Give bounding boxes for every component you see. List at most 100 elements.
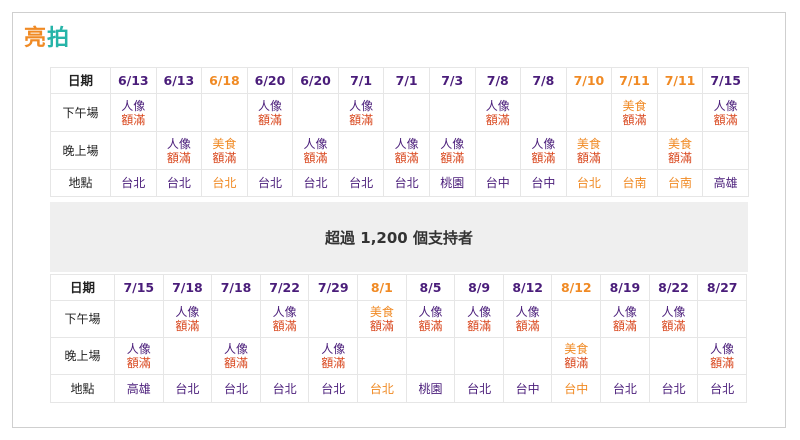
date-cell: 7/3 — [428, 67, 476, 94]
evening-row: 晚上場 人像 額滿 美食 額滿 人像 額滿 人像 額滿 人像 額滿 人像 額滿 美食 額滿 美食 額滿 — [50, 131, 749, 170]
date-header-label: 日期 — [50, 67, 111, 94]
session-cell: 人像 額滿 — [337, 93, 385, 132]
session-type: 人像 — [531, 136, 556, 151]
location-cell: 台北 — [600, 374, 650, 403]
session-status: 額滿 — [212, 150, 237, 165]
date-cell: 7/1 — [337, 67, 385, 94]
location-cell: 台北 — [337, 169, 385, 197]
session-status: 額滿 — [515, 319, 540, 333]
session-cell — [474, 131, 522, 170]
session-status: 額滿 — [175, 319, 200, 333]
session-status: 額滿 — [668, 150, 693, 165]
location-cell: 台北 — [155, 169, 203, 197]
session-status: 額滿 — [661, 319, 686, 333]
location-cell: 台北 — [259, 374, 310, 403]
date-cell: 7/10 — [565, 67, 613, 94]
session-status: 額滿 — [257, 112, 282, 127]
session-type: 人像 — [515, 305, 540, 319]
location-cell: 台中 — [474, 169, 522, 197]
location-cell: 台南 — [611, 169, 658, 197]
session-cell: 人像 額滿 — [702, 93, 749, 132]
session-type: 人像 — [485, 98, 510, 113]
date-cell: 7/18 — [211, 274, 261, 301]
session-type: 人像 — [121, 98, 146, 113]
date-cell: 8/27 — [697, 274, 747, 301]
session-status: 額滿 — [321, 356, 346, 370]
session-cell: 人像 額滿 — [308, 337, 359, 375]
afternoon-row: 下午場 人像 額滿 人像 額滿 人像 額滿 人像 額滿 美食 額滿 人像 額滿 — [50, 93, 749, 132]
afternoon-label: 下午場 — [50, 300, 115, 338]
session-cell: 人像 額滿 — [155, 131, 203, 170]
session-status: 額滿 — [126, 356, 151, 370]
session-cell — [428, 93, 476, 132]
date-header-label: 日期 — [50, 274, 115, 301]
session-type: 人像 — [272, 305, 297, 319]
session-type: 美食 — [576, 136, 601, 151]
session-cell — [648, 337, 699, 375]
session-cell: 人像 額滿 — [246, 93, 294, 132]
session-status: 額滿 — [531, 150, 556, 165]
session-cell — [155, 93, 203, 132]
date-cell: 7/22 — [259, 274, 310, 301]
session-type: 人像 — [224, 342, 249, 356]
date-cell: 8/19 — [600, 274, 650, 301]
evening-row: 晚上場 人像 額滿 人像 額滿 人像 額滿 美食 額滿 人像 額滿 — [50, 337, 747, 375]
date-row: 日期 7/15 7/18 7/18 7/22 7/29 8/1 8/5 8/9 8/12 8/12… — [50, 274, 747, 301]
date-cell: 6/13 — [110, 67, 157, 94]
session-cell — [565, 93, 613, 132]
session-cell — [114, 300, 164, 338]
session-cell: 人像 額滿 — [110, 93, 157, 132]
session-status: 額滿 — [440, 150, 465, 165]
session-type: 人像 — [257, 98, 282, 113]
date-cell: 7/15 — [702, 67, 749, 94]
location-cell: 台北 — [292, 169, 339, 197]
brand-logo[interactable]: 亮拍 — [24, 20, 70, 52]
session-type: 人像 — [713, 98, 738, 113]
session-type: 人像 — [126, 342, 151, 356]
location-cell: 桃園 — [405, 374, 456, 403]
date-cell: 7/8 — [474, 67, 522, 94]
session-type: 人像 — [418, 305, 443, 319]
location-cell: 台北 — [162, 374, 213, 403]
date-cell: 7/1 — [383, 67, 430, 94]
location-cell: 台北 — [201, 169, 248, 197]
session-status: 額滿 — [166, 150, 191, 165]
session-cell: 美食 額滿 — [656, 131, 704, 170]
logo-part-2: 拍 — [47, 26, 71, 51]
session-type: 美食 — [564, 342, 589, 356]
session-type: 人像 — [440, 136, 465, 151]
location-row: 地點 台北 台北 台北 台北 台北 台北 台北 桃園 台中 台中 台北 台南 台南 高雄 — [50, 169, 749, 197]
session-cell — [383, 93, 430, 132]
session-cell: 人像 額滿 — [600, 300, 650, 338]
location-cell: 台北 — [246, 169, 294, 197]
location-cell: 台南 — [656, 169, 704, 197]
session-type: 人像 — [612, 305, 637, 319]
session-cell: 美食 額滿 — [611, 93, 658, 132]
location-cell: 台北 — [565, 169, 613, 197]
session-cell: 美食 額滿 — [357, 300, 407, 338]
session-cell — [357, 337, 407, 375]
session-cell: 人像 額滿 — [502, 300, 553, 338]
session-status: 額滿 — [121, 112, 146, 127]
location-cell: 台北 — [110, 169, 157, 197]
session-cell — [697, 300, 747, 338]
session-cell — [520, 93, 567, 132]
session-cell: 人像 額滿 — [383, 131, 430, 170]
session-type: 美食 — [369, 305, 394, 319]
location-cell: 台北 — [648, 374, 699, 403]
session-cell: 人像 額滿 — [162, 300, 213, 338]
session-status: 額滿 — [564, 356, 589, 370]
session-cell: 人像 額滿 — [648, 300, 699, 338]
session-type: 人像 — [175, 305, 200, 319]
session-cell: 人像 額滿 — [405, 300, 456, 338]
session-cell — [110, 131, 157, 170]
schedule-table-bottom: 日期 7/15 7/18 7/18 7/22 7/29 8/1 8/5 8/9 8/12 8/12… — [50, 274, 747, 403]
session-type: 美食 — [212, 136, 237, 151]
date-cell: 7/18 — [162, 274, 213, 301]
session-cell — [611, 131, 658, 170]
session-status: 額滿 — [272, 319, 297, 333]
location-row: 地點 高雄 台北 台北 台北 台北 台北 桃園 台北 台中 台中 台北 台北 台北 — [50, 374, 747, 403]
session-type: 人像 — [321, 342, 346, 356]
schedule-table-top: 日期 6/13 6/13 6/18 6/20 6/20 7/1 7/1 7/3 7/8 7/8 7/… — [50, 67, 749, 197]
session-cell — [337, 131, 385, 170]
